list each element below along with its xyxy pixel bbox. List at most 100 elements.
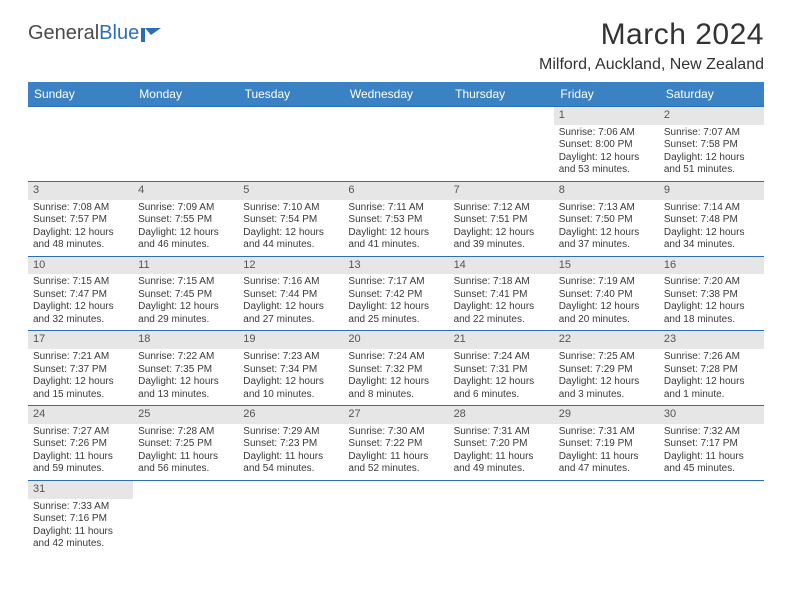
sunset-text: Sunset: 7:41 PM xyxy=(454,289,549,302)
day-body: Sunrise: 7:20 AMSunset: 7:38 PMDaylight:… xyxy=(659,274,764,330)
day-body: Sunrise: 7:13 AMSunset: 7:50 PMDaylight:… xyxy=(554,200,659,256)
daylight-line1: Daylight: 11 hours xyxy=(243,451,338,464)
day-cell: 12Sunrise: 7:16 AMSunset: 7:44 PMDayligh… xyxy=(238,257,343,331)
sunrise-text: Sunrise: 7:19 AM xyxy=(559,276,654,289)
day-number: 20 xyxy=(343,331,448,349)
daylight-line2: and 37 minutes. xyxy=(559,239,654,252)
day-cell: 10Sunrise: 7:15 AMSunset: 7:47 PMDayligh… xyxy=(28,257,133,331)
daylight-line1: Daylight: 12 hours xyxy=(348,376,443,389)
daylight-line1: Daylight: 12 hours xyxy=(243,227,338,240)
daylight-line2: and 54 minutes. xyxy=(243,463,338,476)
sunset-text: Sunset: 7:58 PM xyxy=(664,139,759,152)
daylight-line1: Daylight: 12 hours xyxy=(664,227,759,240)
day-number: 12 xyxy=(238,257,343,275)
sunset-text: Sunset: 7:54 PM xyxy=(243,214,338,227)
sunset-text: Sunset: 7:42 PM xyxy=(348,289,443,302)
sunrise-text: Sunrise: 7:27 AM xyxy=(33,426,128,439)
day-body: Sunrise: 7:33 AMSunset: 7:16 PMDaylight:… xyxy=(28,499,133,555)
day-cell: 3Sunrise: 7:08 AMSunset: 7:57 PMDaylight… xyxy=(28,182,133,256)
sunrise-text: Sunrise: 7:15 AM xyxy=(138,276,233,289)
daylight-line1: Daylight: 12 hours xyxy=(138,227,233,240)
calendar-row: 3Sunrise: 7:08 AMSunset: 7:57 PMDaylight… xyxy=(28,182,764,257)
day-body: Sunrise: 7:10 AMSunset: 7:54 PMDaylight:… xyxy=(238,200,343,256)
weekday-header: Friday xyxy=(553,82,658,106)
daylight-line2: and 8 minutes. xyxy=(348,389,443,402)
sunset-text: Sunset: 7:20 PM xyxy=(454,438,549,451)
daylight-line2: and 3 minutes. xyxy=(559,389,654,402)
daylight-line1: Daylight: 12 hours xyxy=(664,376,759,389)
day-cell: 13Sunrise: 7:17 AMSunset: 7:42 PMDayligh… xyxy=(343,257,448,331)
daylight-line1: Daylight: 12 hours xyxy=(138,301,233,314)
sunrise-text: Sunrise: 7:28 AM xyxy=(138,426,233,439)
daylight-line2: and 59 minutes. xyxy=(33,463,128,476)
weekday-header-row: Sunday Monday Tuesday Wednesday Thursday… xyxy=(28,82,764,106)
day-cell: 20Sunrise: 7:24 AMSunset: 7:32 PMDayligh… xyxy=(343,331,448,405)
day-cell: 18Sunrise: 7:22 AMSunset: 7:35 PMDayligh… xyxy=(133,331,238,405)
day-body: Sunrise: 7:08 AMSunset: 7:57 PMDaylight:… xyxy=(28,200,133,256)
day-body: Sunrise: 7:24 AMSunset: 7:32 PMDaylight:… xyxy=(343,349,448,405)
daylight-line2: and 56 minutes. xyxy=(138,463,233,476)
daylight-line1: Daylight: 12 hours xyxy=(33,301,128,314)
day-number: 9 xyxy=(659,182,764,200)
day-number: 2 xyxy=(659,107,764,125)
daylight-line1: Daylight: 11 hours xyxy=(138,451,233,464)
sunrise-text: Sunrise: 7:21 AM xyxy=(33,351,128,364)
weekday-header: Sunday xyxy=(28,82,132,106)
calendar-page: GeneralBlue March 2024 Milford, Auckland… xyxy=(0,0,792,573)
sunrise-text: Sunrise: 7:14 AM xyxy=(664,202,759,215)
day-number: 25 xyxy=(133,406,238,424)
day-cell xyxy=(343,481,448,555)
weekday-header: Thursday xyxy=(448,82,553,106)
sunset-text: Sunset: 7:28 PM xyxy=(664,364,759,377)
daylight-line2: and 27 minutes. xyxy=(243,314,338,327)
day-cell: 19Sunrise: 7:23 AMSunset: 7:34 PMDayligh… xyxy=(238,331,343,405)
daylight-line1: Daylight: 12 hours xyxy=(454,227,549,240)
weekday-header: Tuesday xyxy=(238,82,343,106)
day-cell: 23Sunrise: 7:26 AMSunset: 7:28 PMDayligh… xyxy=(659,331,764,405)
day-body: Sunrise: 7:16 AMSunset: 7:44 PMDaylight:… xyxy=(238,274,343,330)
daylight-line1: Daylight: 12 hours xyxy=(559,227,654,240)
daylight-line2: and 22 minutes. xyxy=(454,314,549,327)
sunset-text: Sunset: 7:34 PM xyxy=(243,364,338,377)
daylight-line1: Daylight: 11 hours xyxy=(348,451,443,464)
sunset-text: Sunset: 7:40 PM xyxy=(559,289,654,302)
sunrise-text: Sunrise: 7:29 AM xyxy=(243,426,338,439)
day-body: Sunrise: 7:29 AMSunset: 7:23 PMDaylight:… xyxy=(238,424,343,480)
day-body: Sunrise: 7:21 AMSunset: 7:37 PMDaylight:… xyxy=(28,349,133,405)
daylight-line2: and 20 minutes. xyxy=(559,314,654,327)
day-number: 4 xyxy=(133,182,238,200)
day-cell: 16Sunrise: 7:20 AMSunset: 7:38 PMDayligh… xyxy=(659,257,764,331)
day-number: 23 xyxy=(659,331,764,349)
day-cell: 14Sunrise: 7:18 AMSunset: 7:41 PMDayligh… xyxy=(449,257,554,331)
daylight-line2: and 49 minutes. xyxy=(454,463,549,476)
sunrise-text: Sunrise: 7:24 AM xyxy=(348,351,443,364)
page-header: GeneralBlue March 2024 Milford, Auckland… xyxy=(28,18,764,74)
day-number: 24 xyxy=(28,406,133,424)
sunset-text: Sunset: 7:19 PM xyxy=(559,438,654,451)
day-number: 7 xyxy=(449,182,554,200)
sunset-text: Sunset: 7:17 PM xyxy=(664,438,759,451)
sunset-text: Sunset: 7:47 PM xyxy=(33,289,128,302)
sunset-text: Sunset: 7:51 PM xyxy=(454,214,549,227)
day-cell: 6Sunrise: 7:11 AMSunset: 7:53 PMDaylight… xyxy=(343,182,448,256)
sunset-text: Sunset: 7:31 PM xyxy=(454,364,549,377)
sunrise-text: Sunrise: 7:12 AM xyxy=(454,202,549,215)
sunrise-text: Sunrise: 7:25 AM xyxy=(559,351,654,364)
day-cell: 9Sunrise: 7:14 AMSunset: 7:48 PMDaylight… xyxy=(659,182,764,256)
daylight-line1: Daylight: 12 hours xyxy=(348,301,443,314)
day-number: 27 xyxy=(343,406,448,424)
day-number: 18 xyxy=(133,331,238,349)
day-number: 5 xyxy=(238,182,343,200)
daylight-line1: Daylight: 11 hours xyxy=(559,451,654,464)
daylight-line2: and 32 minutes. xyxy=(33,314,128,327)
day-number: 1 xyxy=(554,107,659,125)
day-body: Sunrise: 7:28 AMSunset: 7:25 PMDaylight:… xyxy=(133,424,238,480)
day-cell: 17Sunrise: 7:21 AMSunset: 7:37 PMDayligh… xyxy=(28,331,133,405)
day-cell: 4Sunrise: 7:09 AMSunset: 7:55 PMDaylight… xyxy=(133,182,238,256)
day-body: Sunrise: 7:31 AMSunset: 7:19 PMDaylight:… xyxy=(554,424,659,480)
day-number: 16 xyxy=(659,257,764,275)
daylight-line2: and 44 minutes. xyxy=(243,239,338,252)
day-number: 8 xyxy=(554,182,659,200)
daylight-line1: Daylight: 12 hours xyxy=(138,376,233,389)
day-cell: 27Sunrise: 7:30 AMSunset: 7:22 PMDayligh… xyxy=(343,406,448,480)
